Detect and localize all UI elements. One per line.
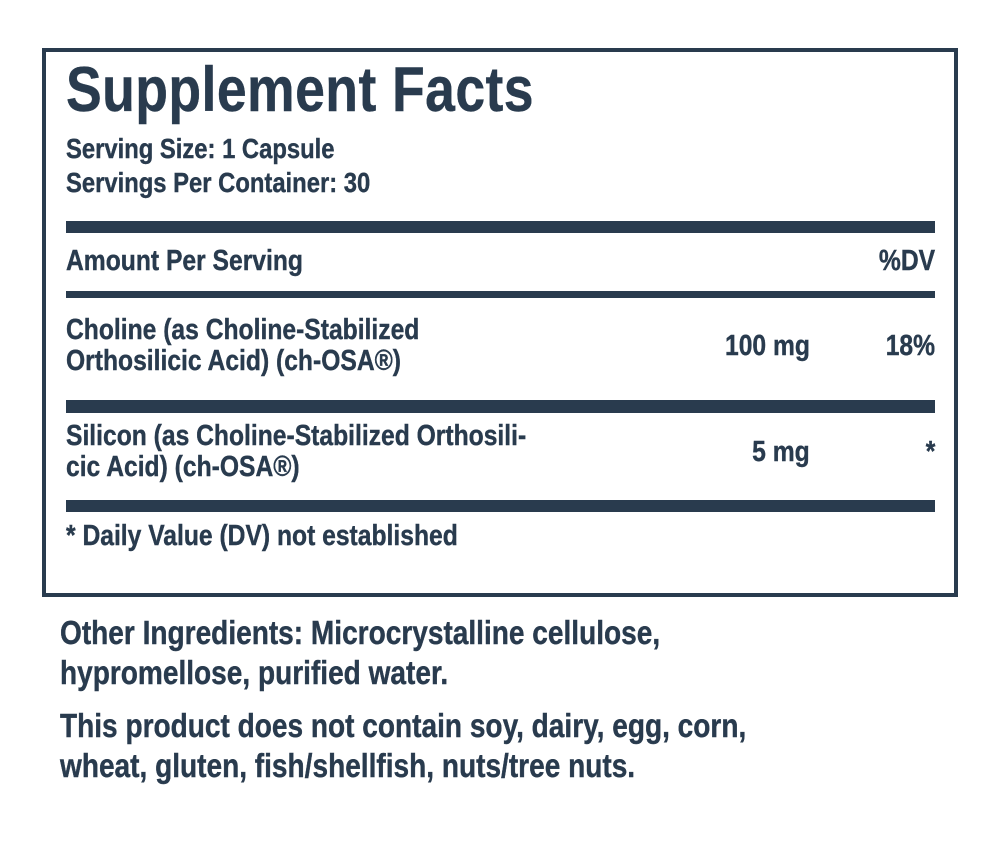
nutrient-daily-value: 18% bbox=[885, 329, 935, 362]
divider-thick-top bbox=[66, 221, 935, 233]
allergen-statement-line1: This product does not contain soy, dairy… bbox=[60, 707, 747, 744]
nutrient-name: Silicon (as Choline-Stabilized Orthosili… bbox=[66, 420, 527, 483]
servings-per-container: Servings Per Container: 30 bbox=[66, 167, 371, 198]
table-header-row: Amount Per Serving %DV bbox=[66, 243, 935, 279]
serving-info: Serving Size: 1 Capsule Servings Per Con… bbox=[66, 132, 935, 200]
other-ingredients-label: Other Ingredients: bbox=[60, 614, 304, 651]
other-ingredients-line2: hypromellose, purified water. bbox=[60, 654, 449, 691]
table-row-silicon: Silicon (as Choline-Stabilized Orthosili… bbox=[66, 420, 935, 483]
table-row-choline: Choline (as Choline-Stabilized Orthosili… bbox=[66, 314, 935, 377]
amount-per-serving-header: Amount Per Serving bbox=[66, 245, 303, 277]
allergen-statement-line2: wheat, gluten, fish/shellfish, nuts/tree… bbox=[60, 747, 636, 784]
other-ingredients-paragraph: Other Ingredients: Microcrystalline cell… bbox=[60, 613, 766, 693]
nutrient-daily-value: * bbox=[925, 435, 935, 468]
divider-thick-mid bbox=[66, 400, 935, 413]
other-ingredients-rest: Microcrystalline cellulose, bbox=[303, 614, 661, 651]
dv-footnote: * Daily Value (DV) not established bbox=[66, 520, 458, 552]
divider-medium-under-header bbox=[66, 291, 935, 298]
allergen-statement-paragraph: This product does not contain soy, dairy… bbox=[60, 706, 867, 786]
panel-title-text: Supplement Facts bbox=[66, 55, 535, 125]
percent-dv-header: %DV bbox=[878, 245, 936, 277]
supplement-facts-panel: Supplement Facts Serving Size: 1 Capsule… bbox=[42, 48, 958, 597]
divider-thick-bottom bbox=[66, 500, 935, 512]
serving-size: Serving Size: 1 Capsule bbox=[66, 133, 335, 164]
nutrient-name: Choline (as Choline-Stabilized Orthosili… bbox=[66, 314, 420, 377]
nutrient-amount: 5 mg bbox=[752, 435, 810, 468]
other-ingredients-line1: Other Ingredients: Microcrystalline cell… bbox=[60, 613, 766, 653]
panel-title: Supplement Facts bbox=[66, 55, 935, 125]
nutrient-amount: 100 mg bbox=[725, 329, 810, 362]
